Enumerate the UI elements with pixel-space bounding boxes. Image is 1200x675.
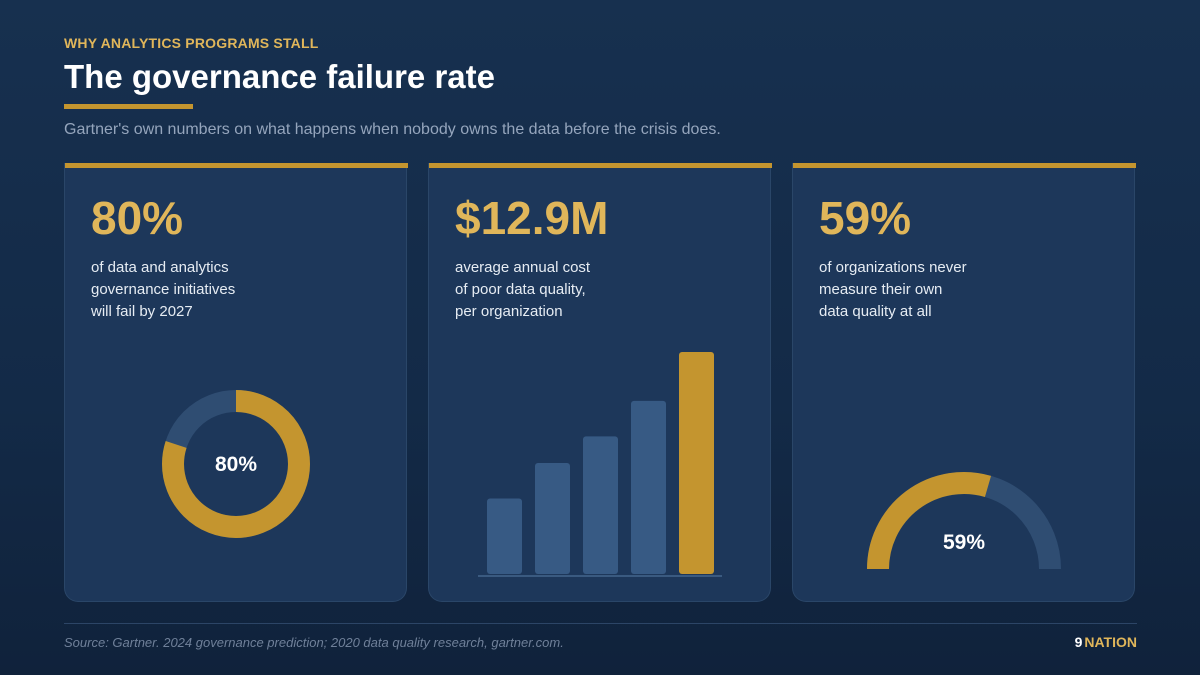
bar-highlight (679, 352, 714, 574)
stat-description: of data and analytics governance initiat… (91, 257, 291, 323)
card-accent-bar (429, 163, 772, 168)
bar (535, 463, 570, 574)
title-underline (64, 104, 193, 109)
bar (631, 400, 666, 574)
stat-card-data-quality-cost: $12.9M average annual cost of poor data … (428, 163, 772, 602)
card-accent-bar (65, 163, 408, 168)
card-accent-bar (793, 163, 1136, 168)
bar (487, 498, 522, 574)
bar-chart (478, 352, 722, 577)
stat-card-unmeasured-quality: 59% of organizations never measure their… (792, 163, 1136, 602)
brand-name: NATION (1084, 634, 1137, 650)
description-line: of data and analytics (91, 259, 229, 276)
source-note: Source: Gartner. 2024 governance predict… (64, 635, 564, 650)
description-line: of poor data quality, (455, 281, 586, 298)
description-line: average annual cost (455, 259, 591, 276)
stat-value: $12.9M (455, 192, 609, 244)
description-line: measure their own (819, 281, 943, 298)
eyebrow-label: WHY ANALYTICS PROGRAMS STALL (64, 35, 319, 51)
description-line: per organization (455, 303, 563, 320)
brand-number: 9 (1074, 634, 1083, 650)
page-subtitle: Gartner's own numbers on what happens wh… (64, 121, 721, 138)
stat-description: average annual cost of poor data quality… (455, 257, 655, 323)
gauge-label: 59% (943, 531, 985, 554)
description-line: data quality at all (819, 303, 932, 320)
donut-label: 80% (215, 453, 257, 476)
page-title: The governance failure rate (64, 58, 495, 95)
description-line: of organizations never (819, 259, 967, 276)
description-line: governance initiatives (91, 281, 236, 298)
stat-value: 80% (91, 192, 184, 244)
semicircle-gauge: 59% (867, 472, 1061, 570)
gauge-fill (867, 472, 992, 570)
stat-card-governance-failure: 80% of data and analytics governance ini… (64, 163, 408, 602)
donut-fill (162, 390, 310, 538)
donut-chart: 80% (162, 390, 310, 538)
brand-logo: 9 NATION (1075, 634, 1137, 650)
stat-description: of organizations never measure their own… (819, 257, 1019, 323)
footer-divider (64, 623, 1137, 624)
bar (583, 436, 618, 574)
stat-value: 59% (819, 192, 912, 244)
description-line: will fail by 2027 (91, 303, 193, 320)
